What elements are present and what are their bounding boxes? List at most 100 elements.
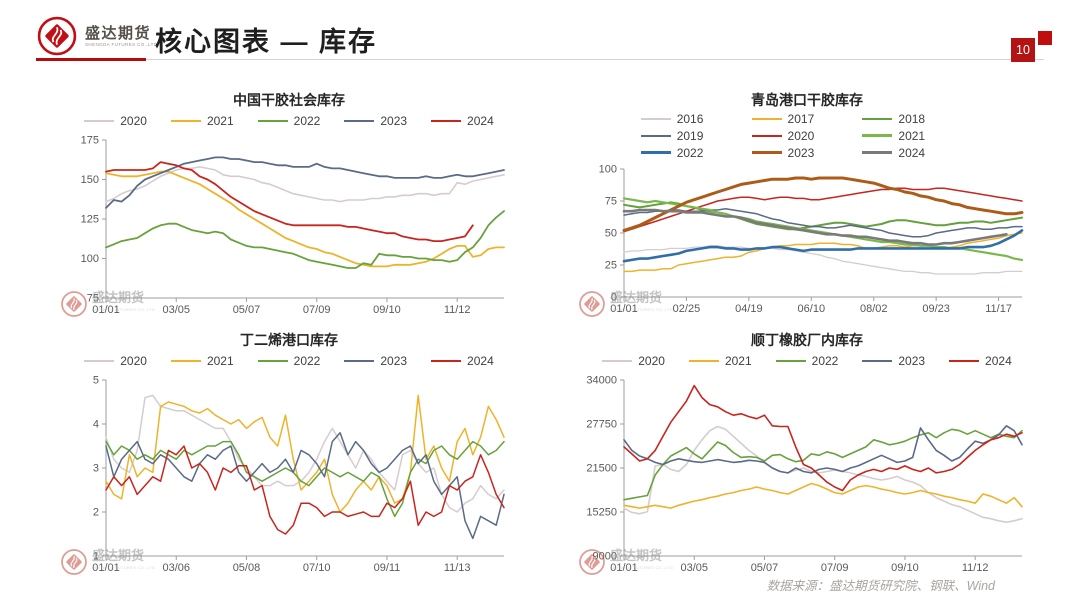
x-tick-label: 05/08 [233, 562, 261, 574]
chart-qingdao-port-dry-rubber-inventory: 青岛港口干胶库存 2016 2017 2018 2019 2020 2021 2022 202… [576, 90, 1038, 318]
legend-label: 2016 [676, 111, 704, 126]
series-2021 [623, 482, 1023, 509]
legend-swatch [257, 360, 288, 362]
legend-item-2023: 2023 [751, 144, 863, 161]
legend-item-2020: 2020 [84, 114, 147, 128]
x-tick-label: 06/10 [798, 303, 826, 315]
series-2021 [105, 394, 505, 513]
series-2023 [105, 156, 505, 209]
x-tick-label: 09/10 [373, 304, 401, 316]
series-2020 [105, 166, 505, 203]
legend-swatch [602, 360, 633, 362]
x-tick-label: 01/01 [92, 562, 120, 574]
watermark-text: 盛达期货 SHENGDA FUTURES CO.,LTD. [610, 291, 675, 316]
y-tick-label: 9000 [593, 551, 617, 563]
series-2020 [623, 425, 1023, 523]
header-divider [36, 58, 1044, 61]
chart-legend: 2020 2021 2022 2023 2024 [58, 350, 520, 372]
legend-swatch [344, 120, 375, 122]
chart-butadiene-port-inventory: 丁二烯港口库存 2020 2021 2022 2023 2024 1 2 3 4 5 01/01 0… [58, 330, 520, 576]
legend-swatch [431, 360, 462, 362]
x-tick-label: 01/01 [610, 303, 638, 315]
legend-label: 2023 [898, 354, 926, 368]
x-tick-label: 09/10 [891, 562, 919, 574]
legend-label: 2020 [120, 114, 147, 128]
legend-item-2021: 2021 [170, 354, 234, 368]
legend-item-2022: 2022 [640, 144, 752, 161]
legend-item-2021: 2021 [170, 114, 234, 128]
series-2016 [623, 245, 1023, 275]
x-tick-label: 01/01 [92, 304, 120, 316]
legend-swatch [431, 120, 462, 122]
y-tick-label: 75 [87, 293, 99, 305]
y-tick-label: 175 [81, 135, 99, 147]
legend-swatch [862, 151, 893, 154]
series-2020 [105, 394, 505, 513]
x-tick-label: 11/12 [962, 562, 989, 574]
watermark-subtext: SHENGDA FUTURES CO.,LTD. [92, 307, 157, 312]
legend-label: 2021 [724, 354, 752, 368]
x-tick-label: 11/12 [444, 304, 471, 316]
series-2021 [105, 170, 505, 268]
legend-swatch [640, 134, 671, 137]
data-source: 数据来源：盛达期货研究院、钢联、Wind [766, 579, 995, 593]
legend-item-2020: 2020 [602, 354, 665, 368]
legend-swatch [775, 360, 806, 362]
legend-label: 2024 [467, 354, 494, 368]
page-number-badge: 10 [1011, 38, 1035, 62]
brand-subtitle: SHENGDA FUTURES CO.,LTD. [85, 41, 160, 47]
header-divider-accent [36, 58, 146, 61]
legend-label: 2023 [787, 145, 815, 160]
x-tick-label: 09/11 [374, 562, 401, 574]
legend-swatch [640, 151, 671, 154]
legend-swatch [84, 120, 115, 122]
x-tick-label: 01/01 [610, 562, 638, 574]
chart-plot: 1 2 3 4 5 01/01 03/06 05/08 07/10 09/11 11/13 [92, 375, 505, 574]
chart-plot: 75 100 125 150 175 01/01 03/05 05/07 07/09 09/10 1… [81, 135, 505, 316]
y-tick-label: 15250 [586, 507, 617, 519]
y-tick-label: 100 [599, 164, 617, 176]
x-tick-label: 07/09 [303, 304, 331, 316]
y-tick-label: 4 [93, 419, 99, 431]
chart-legend: 2020 2021 2022 2023 2024 [576, 350, 1038, 372]
legend-swatch [688, 360, 719, 362]
y-tick-label: 21500 [586, 463, 617, 475]
watermark: 盛达期货 SHENGDA FUTURES CO.,LTD. [578, 290, 674, 318]
legend-swatch [862, 360, 893, 362]
series-2023 [622, 176, 1024, 232]
watermark-logo-icon [61, 291, 87, 317]
x-tick-label: 07/10 [303, 562, 331, 574]
legend-swatch [949, 360, 980, 362]
brand-logo-icon [37, 16, 77, 56]
brand-logo: 盛达期货 SHENGDA FUTURES CO.,LTD. [36, 15, 159, 57]
legend-item-2024: 2024 [431, 114, 494, 128]
brand-text: 盛达期货 SHENGDA FUTURES CO.,LTD. [85, 25, 160, 47]
legend-item-2021: 2021 [862, 127, 973, 144]
watermark-text: 盛达期货 SHENGDA FUTURES CO.,LTD. [92, 549, 157, 574]
watermark-subtext: SHENGDA FUTURES CO.,LTD. [610, 307, 675, 312]
watermark: 盛达期货 SHENGDA FUTURES CO.,LTD. [60, 290, 156, 318]
legend-swatch [751, 134, 782, 137]
series-2022 [622, 229, 1024, 263]
page-number-decoration [1038, 31, 1052, 45]
y-tick-label: 1 [93, 551, 99, 563]
legend-swatch [640, 117, 671, 120]
watermark-subtext: SHENGDA FUTURES CO.,LTD. [92, 565, 157, 570]
x-tick-label: 03/06 [162, 562, 190, 574]
series-2023 [105, 432, 505, 540]
watermark-logo-icon [579, 291, 605, 317]
x-tick-label: 03/05 [680, 562, 708, 574]
y-tick-label: 150 [81, 174, 99, 186]
legend-item-2022: 2022 [775, 354, 838, 368]
legend-label: 2023 [380, 114, 408, 128]
legend-label: 2020 [638, 354, 665, 368]
series-2024 [623, 384, 1023, 492]
chart-title: 顺丁橡胶厂内库存 [751, 332, 863, 348]
chart-plot: 9000 15250 21500 27750 34000 01/01 03/05 05/07 0… [586, 375, 1023, 574]
series-2017 [623, 232, 1023, 273]
x-tick-label: 02/25 [673, 303, 701, 315]
legend-item-2019: 2019 [640, 127, 752, 144]
series-2022 [105, 210, 505, 269]
y-tick-label: 34000 [586, 375, 617, 387]
series-2023 [623, 424, 1023, 474]
